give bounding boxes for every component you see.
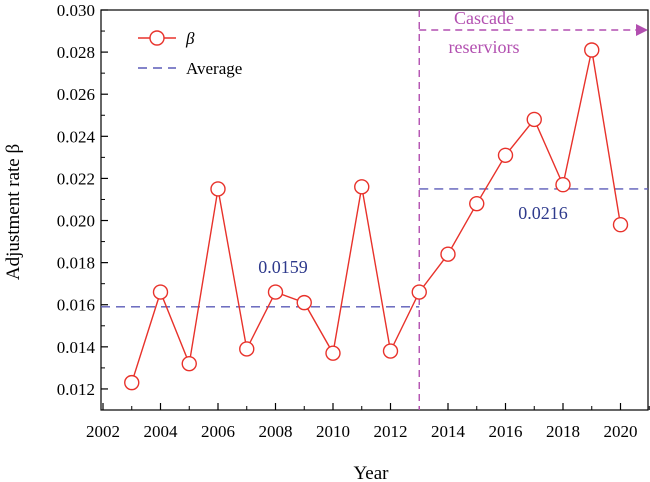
x-axis-tick-labels: 2002 2004 2006 2008 2010 2012 2014 2016 2018 2020 (86, 422, 638, 441)
beta-data-point (354, 179, 370, 195)
y-tick-label: 0.018 (57, 254, 95, 273)
y-tick-label: 0.026 (57, 85, 95, 104)
plot-area-frame (100, 9, 649, 411)
beta-data-point (181, 355, 197, 372)
beta-data-point (239, 341, 255, 357)
y-tick-label: 0.024 (57, 127, 96, 146)
beta-data-point (497, 147, 514, 163)
beta-data-point (296, 294, 312, 311)
beta-data-point (469, 195, 485, 212)
x-tick-label: 2008 (259, 422, 293, 441)
axis-ticks (101, 9, 650, 411)
beta-data-point (325, 345, 341, 361)
legend: β Average (138, 29, 242, 78)
x-tick-label: 2006 (201, 422, 235, 441)
x-tick-label: 2016 (489, 422, 523, 441)
legend-beta-label: β (185, 29, 195, 48)
legend-average-label: Average (186, 59, 242, 78)
beta-series-points (124, 42, 629, 391)
beta-data-point (267, 284, 284, 300)
beta-data-point (124, 374, 140, 391)
y-tick-label: 0.016 (57, 296, 95, 315)
x-axis-title: Year (353, 463, 389, 482)
average-value-label-pre-2013: 0.0159 (258, 257, 308, 277)
y-tick-label: 0.012 (57, 380, 95, 399)
y-tick-label: 0.014 (57, 338, 96, 357)
x-tick-label: 2010 (316, 422, 350, 441)
cascade-annotation-line2: reserviors (449, 37, 520, 57)
y-tick-label: 0.022 (57, 169, 95, 188)
beta-data-point (411, 284, 427, 300)
beta-data-point (526, 111, 542, 128)
average-value-label-post-2013: 0.0216 (518, 203, 568, 223)
beta-data-point (382, 343, 399, 359)
beta-data-point (210, 181, 226, 197)
y-axis-title: Adjustment rate β (3, 144, 24, 280)
x-tick-label: 2004 (144, 422, 179, 441)
y-axis-tick-labels: 0.012 0.014 0.016 0.018 0.020 0.022 0.024 0.026… (57, 1, 96, 399)
legend-beta-marker-icon (149, 30, 165, 46)
beta-data-point (555, 177, 571, 193)
beta-data-point (152, 284, 169, 300)
cascade-annotation-line1: Cascade (454, 8, 514, 28)
beta-series-line (131, 49, 622, 383)
y-tick-label: 0.030 (57, 1, 95, 20)
x-tick-label: 2020 (604, 422, 638, 441)
y-tick-label: 0.020 (57, 212, 95, 231)
beta-data-point (584, 42, 600, 58)
x-tick-label: 2002 (86, 422, 120, 441)
x-tick-label: 2012 (374, 422, 408, 441)
x-tick-label: 2018 (546, 422, 580, 441)
cascade-arrowhead-icon (636, 24, 648, 36)
beta-data-point (612, 217, 629, 233)
x-tick-label: 2014 (431, 422, 466, 441)
y-tick-label: 0.028 (57, 43, 95, 62)
beta-data-point (440, 246, 456, 262)
